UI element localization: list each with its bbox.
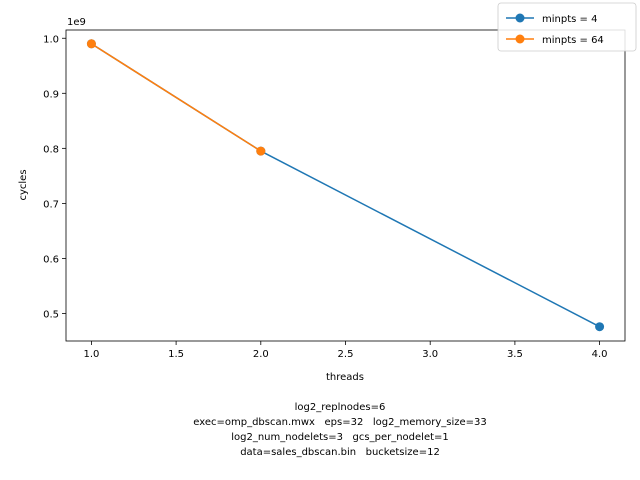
- plot-frame: [65, 29, 626, 342]
- y-axis: 0.5 0.6 0.7 0.8 0.9 1.0: [43, 34, 66, 320]
- caption-line: exec=omp_dbscan.mwx eps=32 log2_memory_s…: [193, 417, 487, 428]
- x-tick-label: 1.5: [168, 349, 184, 360]
- x-axis-label: threads: [326, 372, 364, 383]
- plot-area: [65, 29, 626, 342]
- x-axis: 1.0 1.5 2.0 2.5 3.0 3.5 4.0: [83, 341, 608, 360]
- caption-line: log2_num_nodelets=3 gcs_per_nodelet=1: [231, 432, 449, 443]
- caption-line: data=sales_dbscan.bin bucketsize=12: [240, 447, 440, 458]
- y-axis-offset-label: 1e9: [67, 17, 86, 28]
- caption-line: log2_replnodes=6: [294, 402, 386, 413]
- y-tick-label: 0.8: [43, 144, 59, 155]
- series-point-1: [595, 322, 605, 332]
- y-tick-label: 0.5: [43, 309, 59, 320]
- x-tick-label: 2.0: [253, 349, 269, 360]
- caption: log2_replnodes=6 exec=omp_dbscan.mwx eps…: [0, 400, 640, 460]
- y-tick-label: 1.0: [43, 34, 59, 45]
- y-tick-label: 0.9: [43, 89, 59, 100]
- x-tick-label: 3.5: [507, 349, 523, 360]
- legend-entry-label: minpts = 4: [542, 14, 597, 25]
- y-tick-label: 0.6: [43, 254, 59, 265]
- y-axis-label: cycles: [18, 169, 29, 200]
- legend: minpts = 4 minpts = 64: [497, 2, 637, 52]
- y-tick-label: 0.7: [43, 199, 59, 210]
- legend-entry-label: minpts = 64: [542, 35, 604, 46]
- x-tick-label: 3.0: [422, 349, 438, 360]
- series-layer: [86, 39, 605, 332]
- series-line-1: [91, 43, 600, 328]
- x-tick-label: 1.0: [83, 349, 99, 360]
- x-tick-label: 2.5: [338, 349, 354, 360]
- legend-swatch-marker: [515, 13, 525, 23]
- series-point-2: [256, 146, 266, 156]
- series-point-2: [86, 39, 96, 49]
- series-line-2: [91, 43, 262, 152]
- legend-swatch-marker: [515, 34, 525, 44]
- x-tick-label: 4.0: [592, 349, 608, 360]
